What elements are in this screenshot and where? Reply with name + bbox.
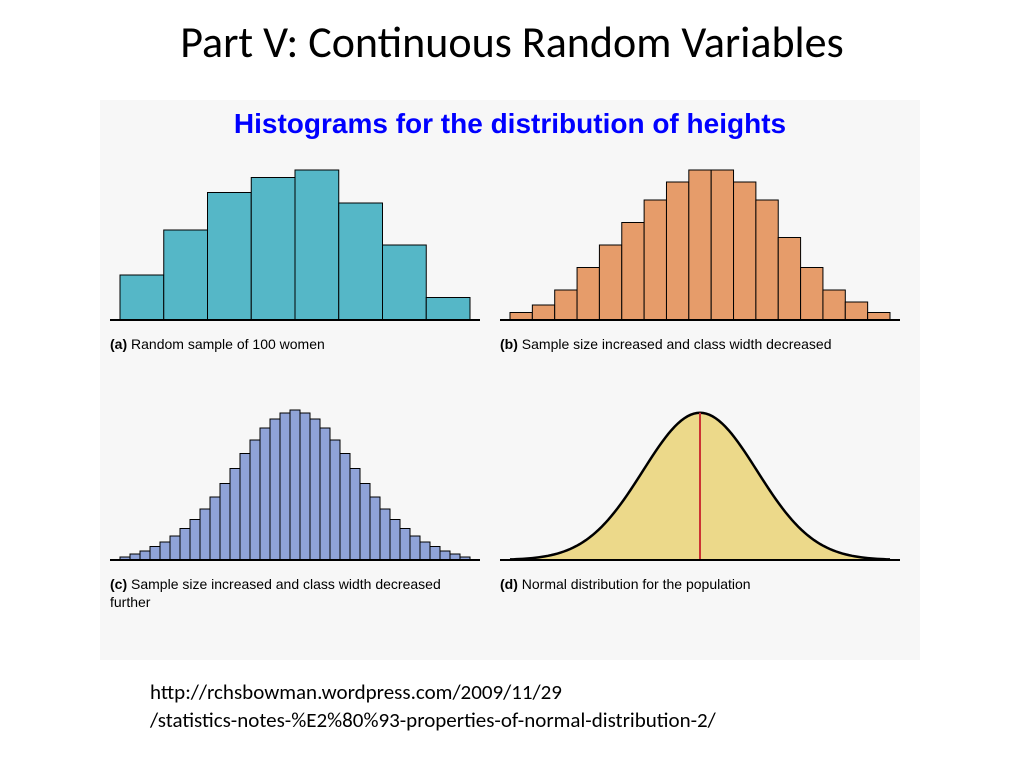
caption-d-prefix: (d) xyxy=(500,576,518,592)
histogram-b xyxy=(500,160,900,330)
figure-container: Histograms for the distribution of heigh… xyxy=(100,100,920,660)
caption-b-prefix: (b) xyxy=(500,336,518,352)
citation-line2: /statistics-notes-%E2%80%93-properties-o… xyxy=(150,706,716,734)
panel-c: (c) Sample size increased and class widt… xyxy=(110,400,480,611)
citation-line1: http://rchsbowman.wordpress.com/2009/11/… xyxy=(150,678,716,706)
caption-c-text: Sample size increased and class width de… xyxy=(110,576,441,610)
caption-a-prefix: (a) xyxy=(110,336,127,352)
caption-b-text: Sample size increased and class width de… xyxy=(518,336,832,352)
citation: http://rchsbowman.wordpress.com/2009/11/… xyxy=(150,678,716,735)
panel-a: (a) Random sample of 100 women xyxy=(110,160,480,354)
histogram-c xyxy=(110,400,480,570)
caption-b: (b) Sample size increased and class widt… xyxy=(500,336,900,354)
slide-title: Part V: Continuous Random Variables xyxy=(0,15,1024,69)
figure-title: Histograms for the distribution of heigh… xyxy=(100,108,920,140)
slide: Part V: Continuous Random Variables Hist… xyxy=(0,0,1024,768)
caption-a: (a) Random sample of 100 women xyxy=(110,336,480,354)
caption-a-text: Random sample of 100 women xyxy=(127,336,325,352)
caption-c: (c) Sample size increased and class widt… xyxy=(110,576,480,611)
caption-c-prefix: (c) xyxy=(110,576,127,592)
caption-d-text: Normal distribution for the population xyxy=(518,576,751,592)
panel-d: (d) Normal distribution for the populati… xyxy=(500,400,900,594)
normal-curve-d xyxy=(500,400,900,570)
histogram-a xyxy=(110,160,480,330)
panel-b: (b) Sample size increased and class widt… xyxy=(500,160,900,354)
caption-d: (d) Normal distribution for the populati… xyxy=(500,576,900,594)
